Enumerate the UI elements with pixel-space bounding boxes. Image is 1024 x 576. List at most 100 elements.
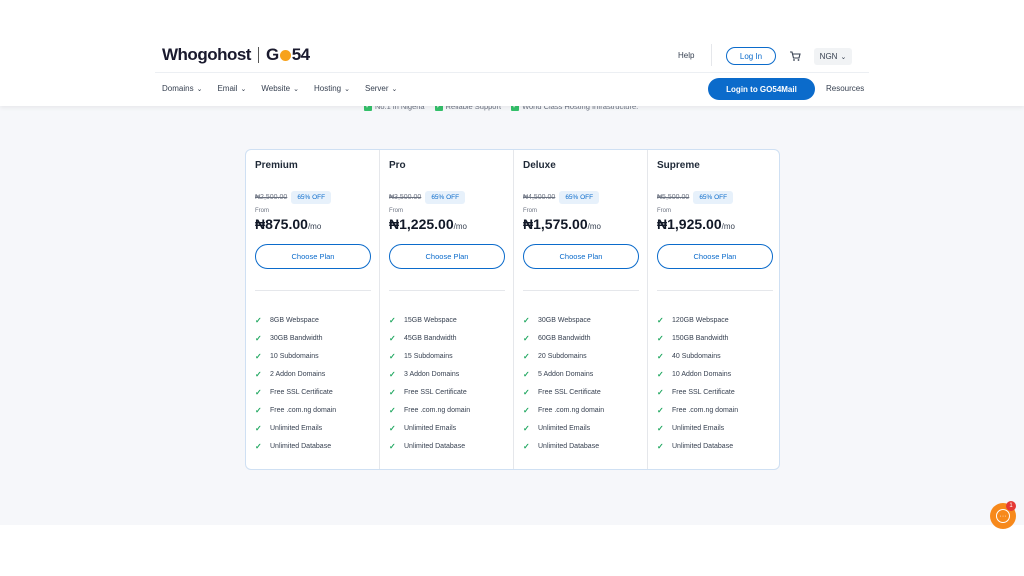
header-divider xyxy=(711,44,712,66)
feature-item: ✓ Unlimited Database xyxy=(255,437,370,455)
feature-item: ✓ 10 Subdomains xyxy=(255,348,370,366)
choose-plan-button[interactable]: Choose Plan xyxy=(657,244,773,269)
chevron-down-icon: ⌄ xyxy=(293,85,299,93)
nav-item-label: Email xyxy=(217,84,238,93)
nav-item-hosting[interactable]: Hosting ⌄ xyxy=(314,84,350,93)
feature-text: Free SSL Certificate xyxy=(404,389,467,396)
chat-icon: ··· xyxy=(996,509,1010,523)
feature-item: ✓ 15 Subdomains xyxy=(389,348,504,366)
nav-item-email[interactable]: Email ⌄ xyxy=(217,84,246,93)
plan-divider xyxy=(657,290,773,291)
nav-item-label: Hosting xyxy=(313,84,342,93)
logo-divider xyxy=(257,47,259,63)
feature-item: ✓ 3 Addon Domains xyxy=(389,366,504,384)
feature-text: 15GB Webspace xyxy=(404,317,457,325)
chat-notification-badge: 1 xyxy=(1006,501,1016,511)
feature-text: Free .com.ng domain xyxy=(672,406,739,414)
feature-item: ✓ Free SSL Certificate xyxy=(657,384,773,402)
check-icon: ✓ xyxy=(255,405,262,415)
feature-text: Unlimited Emails xyxy=(404,424,457,432)
check-icon: ✓ xyxy=(657,316,664,326)
check-icon: ✓ xyxy=(523,405,530,415)
feature-text: Unlimited Emails xyxy=(538,424,591,432)
feature-text: 10 Addon Domains xyxy=(672,371,732,379)
cart-icon[interactable] xyxy=(789,50,801,62)
price-period: /mo xyxy=(453,222,467,231)
feature-text: Free SSL Certificate xyxy=(672,389,735,396)
login-button[interactable]: Log In xyxy=(726,47,776,65)
choose-plan-button[interactable]: Choose Plan xyxy=(523,244,639,269)
choose-plan-button[interactable]: Choose Plan xyxy=(389,244,505,269)
feature-text: 2 Addon Domains xyxy=(270,371,326,379)
nav-item-website[interactable]: Website ⌄ xyxy=(261,84,299,93)
plan-price: ₦875.00/mo xyxy=(255,216,370,232)
feature-text: 15 Subdomains xyxy=(404,353,453,361)
chevron-down-icon: ⌄ xyxy=(391,85,398,93)
check-icon: ✓ xyxy=(657,388,664,397)
logo[interactable]: Whogohost G 54 xyxy=(162,45,310,65)
feature-text: Unlimited Database xyxy=(538,442,600,450)
check-icon: ✓ xyxy=(657,352,664,362)
trust-text: Reliable Support xyxy=(445,102,502,111)
check-icon: ✓ xyxy=(255,441,262,451)
logo-go-suffix: 54 xyxy=(291,45,310,64)
feature-item: ✓ Unlimited Emails xyxy=(389,419,504,437)
trust-item: ✓ Reliable Support xyxy=(434,102,502,111)
plan-name: Deluxe xyxy=(523,160,556,171)
choose-plan-button[interactable]: Choose Plan xyxy=(255,244,371,269)
check-icon: ✓ xyxy=(511,102,520,111)
nav-item-server[interactable]: Server ⌄ xyxy=(365,84,397,93)
plan-card-supreme: Supreme ₦5,500.00 65% OFF From ₦1,925.00… xyxy=(648,150,782,469)
check-icon: ✓ xyxy=(255,370,262,380)
plan-name: Premium xyxy=(255,160,298,171)
check-icon: ✓ xyxy=(255,316,262,326)
help-link[interactable]: Help xyxy=(678,51,695,60)
feature-item: ✓ Unlimited Emails xyxy=(523,419,638,437)
trust-text: World Class Hosting Infrastructure. xyxy=(522,102,639,111)
currency-select[interactable]: NGN ⌄ xyxy=(814,48,852,65)
feature-text: Free .com.ng domain xyxy=(404,406,471,414)
go54mail-login-button[interactable]: Login to GO54Mail xyxy=(708,78,815,100)
from-label: From xyxy=(523,208,537,214)
feature-text: 3 Addon Domains xyxy=(404,371,460,379)
feature-item: ✓ Free SSL Certificate xyxy=(523,384,638,402)
feature-text: Free .com.ng domain xyxy=(538,406,605,414)
check-icon: ✓ xyxy=(255,352,262,362)
check-icon: ✓ xyxy=(434,102,443,111)
price-value: ₦1,225.00 xyxy=(389,216,454,232)
feature-item: ✓ 20 Subdomains xyxy=(523,348,638,366)
old-price: ₦5,500.00 xyxy=(657,194,690,201)
check-icon: ✓ xyxy=(523,441,530,451)
price-period: /mo xyxy=(307,222,322,231)
chevron-down-icon: ⌄ xyxy=(344,85,350,93)
logo-whogohost: Whogohost xyxy=(162,45,251,64)
feature-item: ✓ 60GB Bandwidth xyxy=(523,330,638,348)
feature-text: 150GB Bandwidth xyxy=(672,335,729,343)
feature-text: Free SSL Certificate xyxy=(270,389,333,396)
resources-link[interactable]: Resources xyxy=(826,84,865,93)
feature-text: 45GB Bandwidth xyxy=(404,335,457,343)
plan-price: ₦1,925.00/mo xyxy=(657,216,773,232)
feature-item: ✓ Unlimited Emails xyxy=(657,419,773,437)
plan-card-premium: Premium ₦2,500.00 65% OFF From ₦875.00/m… xyxy=(246,150,380,469)
feature-text: 120GB Webspace xyxy=(672,317,729,325)
check-icon: ✓ xyxy=(389,441,396,451)
check-icon: ✓ xyxy=(657,334,664,344)
feature-text: 30GB Bandwidth xyxy=(270,335,323,343)
check-icon: ✓ xyxy=(523,423,530,433)
check-icon: ✓ xyxy=(389,388,396,397)
plan-divider xyxy=(255,290,371,291)
feature-item: ✓ Free .com.ng domain xyxy=(657,401,773,419)
plan-divider xyxy=(523,290,639,291)
plan-divider xyxy=(389,290,505,291)
check-icon: ✓ xyxy=(523,388,530,397)
plan-name: Supreme xyxy=(657,160,700,171)
price-value: ₦1,925.00 xyxy=(657,216,722,232)
feature-text: 20 Subdomains xyxy=(538,353,587,361)
check-icon: ✓ xyxy=(255,423,262,433)
feature-text: Free .com.ng domain xyxy=(270,406,337,414)
price-value: ₦875.00 xyxy=(255,216,308,232)
nav-item-domains[interactable]: Domains ⌄ xyxy=(162,84,202,93)
check-icon: ✓ xyxy=(657,405,664,415)
check-icon: ✓ xyxy=(657,423,664,433)
